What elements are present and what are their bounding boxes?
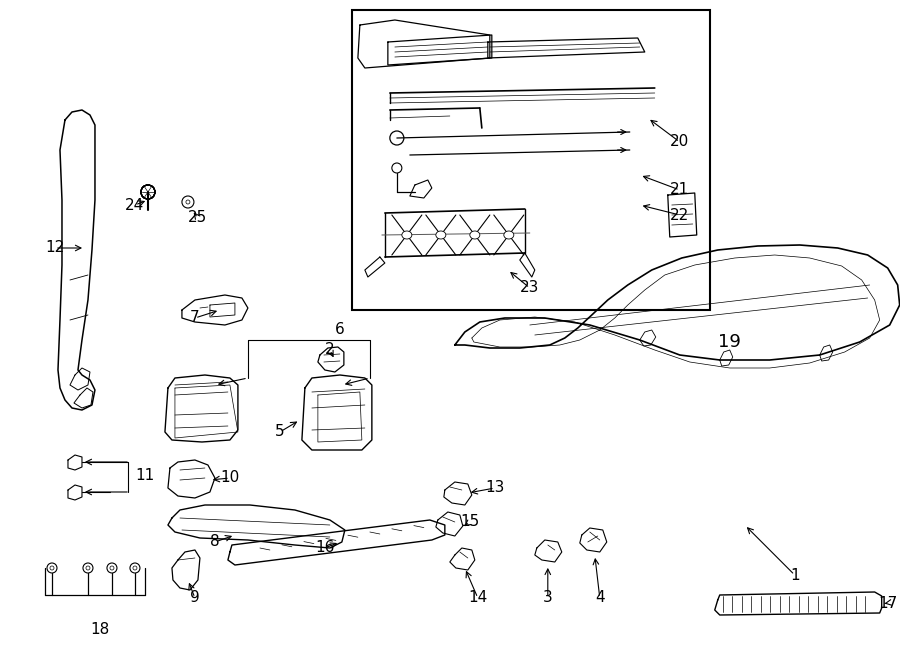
Text: 22: 22: [670, 208, 689, 223]
Text: 25: 25: [188, 210, 208, 225]
Circle shape: [390, 131, 404, 145]
Ellipse shape: [436, 231, 446, 239]
Text: 19: 19: [717, 333, 741, 351]
Text: 11: 11: [135, 467, 154, 483]
Text: 10: 10: [220, 471, 239, 485]
Text: 8: 8: [210, 535, 220, 549]
Text: 17: 17: [878, 596, 897, 611]
Text: 14: 14: [468, 590, 488, 605]
Text: 4: 4: [595, 590, 605, 605]
Text: 9: 9: [190, 590, 200, 605]
Text: 15: 15: [460, 514, 480, 529]
Circle shape: [186, 200, 190, 204]
Circle shape: [47, 563, 57, 573]
Ellipse shape: [402, 231, 412, 239]
Text: 5: 5: [275, 424, 284, 440]
Text: 18: 18: [90, 623, 110, 637]
Text: 2: 2: [325, 342, 335, 358]
Text: 7: 7: [190, 311, 200, 325]
Circle shape: [83, 563, 93, 573]
Circle shape: [130, 563, 140, 573]
Text: 1: 1: [790, 568, 799, 582]
Text: 12: 12: [45, 241, 65, 256]
Circle shape: [110, 566, 114, 570]
Bar: [352, 10, 710, 310]
Circle shape: [141, 185, 155, 199]
Circle shape: [107, 563, 117, 573]
Text: 13: 13: [485, 481, 505, 496]
Ellipse shape: [470, 231, 480, 239]
Circle shape: [392, 163, 402, 173]
Text: 6: 6: [335, 323, 345, 338]
Text: 23: 23: [520, 280, 539, 295]
Text: 24: 24: [125, 198, 145, 212]
Text: 20: 20: [670, 134, 689, 149]
Text: 21: 21: [670, 182, 689, 198]
Text: 3: 3: [543, 590, 553, 605]
Text: 16: 16: [315, 541, 335, 555]
Circle shape: [86, 566, 90, 570]
Circle shape: [50, 566, 54, 570]
Ellipse shape: [504, 231, 514, 239]
Circle shape: [182, 196, 194, 208]
Circle shape: [133, 566, 137, 570]
